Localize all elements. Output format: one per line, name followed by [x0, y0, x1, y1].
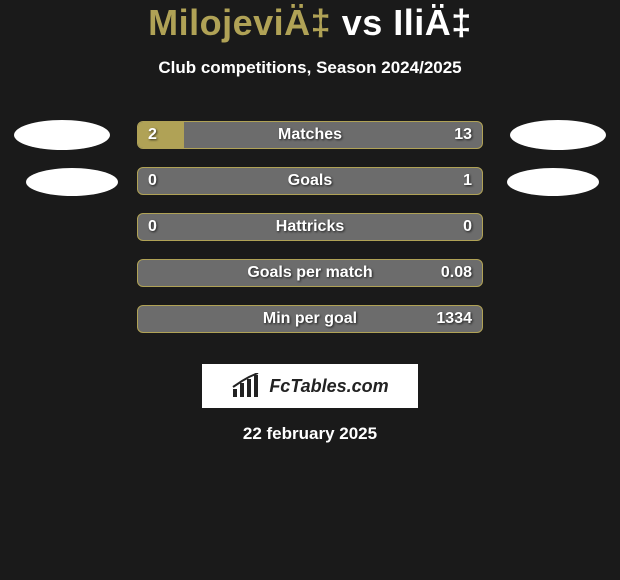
subtitle: Club competitions, Season 2024/2025 [158, 58, 461, 78]
logo-chart-icon [231, 373, 265, 399]
stat-label: Hattricks [276, 218, 344, 236]
stat-row: Min per goal 1334 [0, 306, 620, 332]
stat-bar: 0 Goals 1 [137, 167, 483, 195]
date-text: 22 february 2025 [243, 424, 377, 444]
stats-list: 2Matches130Goals10Hattricks0Goals per ma… [0, 122, 620, 352]
stat-label: Goals [288, 172, 332, 190]
stat-row: 2Matches13 [0, 122, 620, 148]
player1-avatar [26, 168, 118, 196]
logo-inner: FcTables.com [231, 373, 388, 399]
stat-right-value: 0 [463, 218, 472, 236]
player2-avatar [510, 120, 606, 150]
vs-text: vs [342, 2, 383, 43]
stat-label: Goals per match [247, 264, 372, 282]
logo-box[interactable]: FcTables.com [202, 364, 418, 408]
logo-text: FcTables.com [269, 376, 388, 397]
stat-label: Matches [278, 126, 342, 144]
stat-row: Goals per match 0.08 [0, 260, 620, 286]
player2-avatar [507, 168, 599, 196]
stat-bar: 0 Hattricks 0 [137, 213, 483, 241]
stat-right-value: 1334 [436, 310, 472, 328]
stat-bar-fill [138, 122, 184, 148]
player1-name: MilojeviÄ‡ [148, 2, 331, 43]
player2-name: IliÄ‡ [393, 2, 472, 43]
player1-avatar [14, 120, 110, 150]
stat-left-value: 0 [148, 218, 157, 236]
stat-row: 0 Hattricks 0 [0, 214, 620, 240]
root: MilojeviÄ‡ vs IliÄ‡ Club competitions, S… [0, 0, 620, 444]
stat-bar: Goals per match 0.08 [137, 259, 483, 287]
stat-right-value: 13 [454, 126, 472, 144]
stat-right-value: 0.08 [441, 264, 472, 282]
stat-row: 0 Goals 1 [0, 168, 620, 194]
stat-bar: 2Matches13 [137, 121, 483, 149]
stat-left-value: 0 [148, 172, 157, 190]
stat-label: Min per goal [263, 310, 357, 328]
stat-bar: Min per goal 1334 [137, 305, 483, 333]
comparison-title: MilojeviÄ‡ vs IliÄ‡ [148, 2, 472, 44]
stat-right-value: 1 [463, 172, 472, 190]
